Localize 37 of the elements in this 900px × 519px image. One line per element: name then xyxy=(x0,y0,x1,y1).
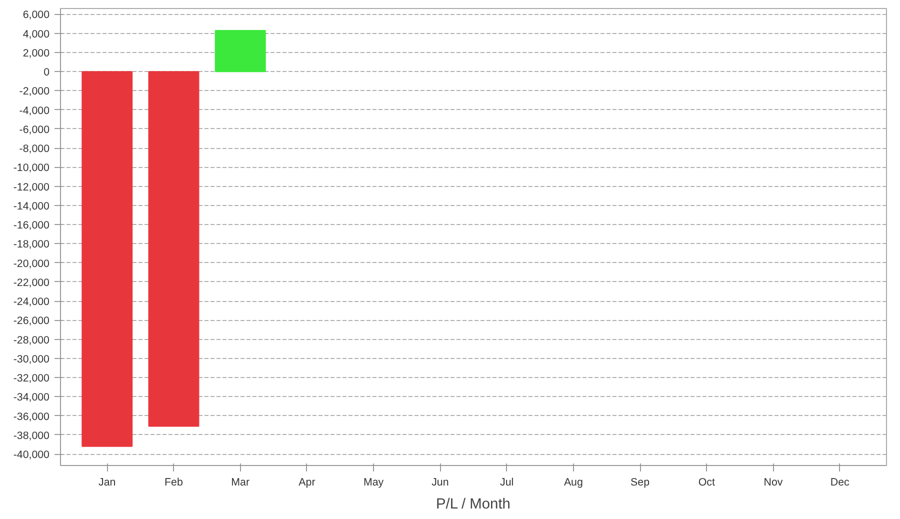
y-tick-label: 6,000 xyxy=(22,9,50,22)
y-tick-label: -20,000 xyxy=(13,258,50,270)
x-tick-label: Jul xyxy=(500,476,514,488)
x-tick-label: Dec xyxy=(830,476,850,488)
x-tick-label: Jan xyxy=(98,476,116,488)
y-tick-label: -22,000 xyxy=(13,276,50,289)
y-tick-label: -12,000 xyxy=(13,181,50,194)
x-tick-label: Sep xyxy=(630,476,650,488)
y-tick-label: 2,000 xyxy=(22,47,50,60)
y-tick-label: -28,000 xyxy=(13,334,50,346)
y-tick-label: -26,000 xyxy=(13,315,50,328)
y-tick-label: -36,000 xyxy=(13,410,50,423)
y-tick-label: -14,000 xyxy=(13,200,50,212)
y-tick-label: -16,000 xyxy=(13,220,50,232)
x-tick-label: Mar xyxy=(231,476,250,488)
y-tick-label: -18,000 xyxy=(13,238,50,251)
x-tick-label: Jun xyxy=(432,476,449,488)
y-tick-label: -32,000 xyxy=(13,372,50,385)
x-tick-label: Nov xyxy=(764,476,784,488)
x-tick-label: Apr xyxy=(298,476,316,488)
x-tick-label: May xyxy=(364,476,384,488)
x-axis-title: P/L / Month xyxy=(436,496,510,512)
x-tick-label: Aug xyxy=(564,476,583,488)
y-tick-label: -40,000 xyxy=(13,449,50,462)
y-tick-label: -2,000 xyxy=(19,86,50,98)
y-tick-label: 0 xyxy=(44,66,50,79)
y-tick-label: -30,000 xyxy=(13,353,50,366)
y-tick-label: -34,000 xyxy=(13,392,50,404)
y-tick-label: -8,000 xyxy=(19,143,50,156)
y-tick-label: -10,000 xyxy=(13,162,50,174)
y-tick-label: -24,000 xyxy=(13,296,50,308)
y-tick-label: -38,000 xyxy=(13,430,50,442)
x-tick-label: Oct xyxy=(698,476,715,488)
y-tick-label: -6,000 xyxy=(19,124,50,136)
y-tick-label: 4,000 xyxy=(22,28,50,40)
x-tick-label: Feb xyxy=(164,476,183,488)
y-tick-label: -4,000 xyxy=(19,104,50,117)
